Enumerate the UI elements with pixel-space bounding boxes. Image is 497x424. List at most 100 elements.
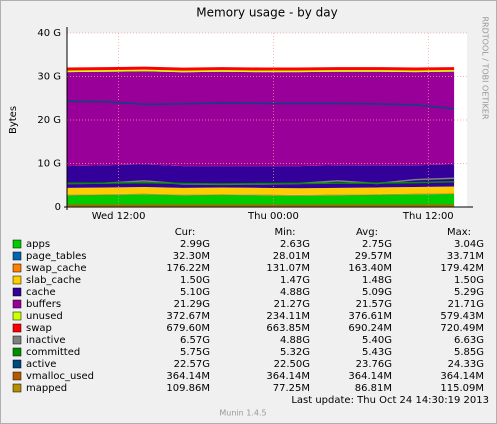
legend-value: 5.85G xyxy=(454,347,484,358)
legend-value: 131.07M xyxy=(266,263,310,274)
legend-swatch xyxy=(12,251,22,261)
legend-value: 5.32G xyxy=(280,347,310,358)
x-tick-label: Thu 12:00 xyxy=(402,211,454,222)
legend-value: 21.29G xyxy=(174,299,210,310)
legend-value: 24.33G xyxy=(448,359,484,370)
legend-label: active xyxy=(26,359,56,370)
legend-swatch xyxy=(12,287,22,297)
legend-value: 2.75G xyxy=(362,239,392,250)
legend-value: 115.09M xyxy=(440,383,484,394)
line xyxy=(66,100,455,110)
legend-label: mapped xyxy=(26,383,67,394)
legend-value: 376.61M xyxy=(348,311,392,322)
legend-value: 176.22M xyxy=(166,263,210,274)
legend-value: 6.63G xyxy=(454,335,484,346)
legend-value: 364.14M xyxy=(166,371,210,382)
x-tick-label: Wed 12:00 xyxy=(92,211,146,222)
legend-value: 579.43M xyxy=(440,311,484,322)
area xyxy=(67,66,455,71)
area xyxy=(67,193,455,196)
legend-value: 6.57G xyxy=(180,335,210,346)
y-axis-label: Bytes xyxy=(8,106,19,134)
legend-value: 22.57G xyxy=(174,359,210,370)
legend-value: 1.50G xyxy=(180,275,210,286)
legend-value: 5.40G xyxy=(362,335,392,346)
legend-label: buffers xyxy=(26,299,61,310)
legend-value: 21.57G xyxy=(356,299,392,310)
footer: Last update: Thu Oct 24 14:30:19 2013 xyxy=(291,395,489,406)
legend-swatch xyxy=(12,263,22,273)
legend-value: 5.43G xyxy=(362,347,392,358)
x-tick-label: Thu 00:00 xyxy=(247,211,299,222)
legend-value: 77.25M xyxy=(273,383,310,394)
legend-value: 32.30M xyxy=(173,251,210,262)
legend-value: 5.10G xyxy=(180,287,210,298)
area xyxy=(67,193,455,196)
line xyxy=(66,181,455,185)
legend-value: 21.71G xyxy=(448,299,484,310)
legend-header: Min: xyxy=(274,227,295,238)
legend-swatch xyxy=(12,299,22,309)
legend-value: 2.63G xyxy=(280,239,310,250)
chart-title: Memory usage - by day xyxy=(196,6,337,20)
legend-value: 364.14M xyxy=(266,371,310,382)
y-tick-label: 0 xyxy=(55,202,61,213)
legend-swatch xyxy=(12,335,22,345)
area xyxy=(67,186,455,195)
y-tick-label: 30 G xyxy=(37,72,61,83)
legend-value: 234.11M xyxy=(266,311,310,322)
legend-value: 23.76G xyxy=(356,359,392,370)
legend-value: 163.40M xyxy=(348,263,392,274)
legend-label: swap xyxy=(26,323,52,334)
y-tick-label: 20 G xyxy=(37,115,61,126)
legend-label: page_tables xyxy=(26,251,87,262)
legend-header: Cur: xyxy=(175,227,196,238)
legend-label: cache xyxy=(26,287,56,298)
legend-value: 109.86M xyxy=(166,383,210,394)
legend-label: inactive xyxy=(26,335,66,346)
legend-label: committed xyxy=(26,347,80,358)
legend-value: 22.50G xyxy=(274,359,310,370)
legend-value: 4.88G xyxy=(280,335,310,346)
legend-value: 3.04G xyxy=(454,239,484,250)
legend-value: 364.14M xyxy=(348,371,392,382)
legend-swatch xyxy=(12,239,22,249)
legend-header: Avg: xyxy=(356,227,378,238)
y-tick-label: 40 G xyxy=(37,28,61,39)
legend-value: 679.60M xyxy=(166,323,210,334)
legend-value: 29.57M xyxy=(355,251,392,262)
legend-value: 21.27G xyxy=(274,299,310,310)
legend-label: apps xyxy=(26,239,50,250)
legend-value: 1.50G xyxy=(454,275,484,286)
legend-value: 364.14M xyxy=(440,371,484,382)
legend-label: swap_cache xyxy=(26,263,86,274)
legend-value: 33.71M xyxy=(447,251,484,262)
legend-value: 690.24M xyxy=(348,323,392,334)
legend-swatch xyxy=(12,371,22,381)
legend-label: unused xyxy=(26,311,63,322)
legend-value: 2.99G xyxy=(180,239,210,250)
legend-value: 5.75G xyxy=(180,347,210,358)
legend-swatch xyxy=(12,311,22,321)
legend-value: 4.88G xyxy=(280,287,310,298)
legend-value: 1.48G xyxy=(362,275,392,286)
legend-swatch xyxy=(12,359,22,369)
side-text: RRDTOOL / TOBI OETIKER xyxy=(481,16,490,119)
legend-value: 1.47G xyxy=(280,275,310,286)
legend-header: Max: xyxy=(447,227,471,238)
legend-value: 5.09G xyxy=(362,287,392,298)
area xyxy=(67,69,455,73)
legend-value: 5.29G xyxy=(454,287,484,298)
legend-label: slab_cache xyxy=(26,275,81,286)
legend-value: 179.42M xyxy=(440,263,484,274)
area xyxy=(67,71,455,167)
y-tick-label: 10 G xyxy=(37,159,61,170)
legend-value: 372.67M xyxy=(166,311,210,322)
legend-value: 86.81M xyxy=(355,383,392,394)
area xyxy=(67,164,455,189)
legend-value: 720.49M xyxy=(440,323,484,334)
legend-swatch xyxy=(12,275,22,285)
legend-swatch xyxy=(12,323,22,333)
